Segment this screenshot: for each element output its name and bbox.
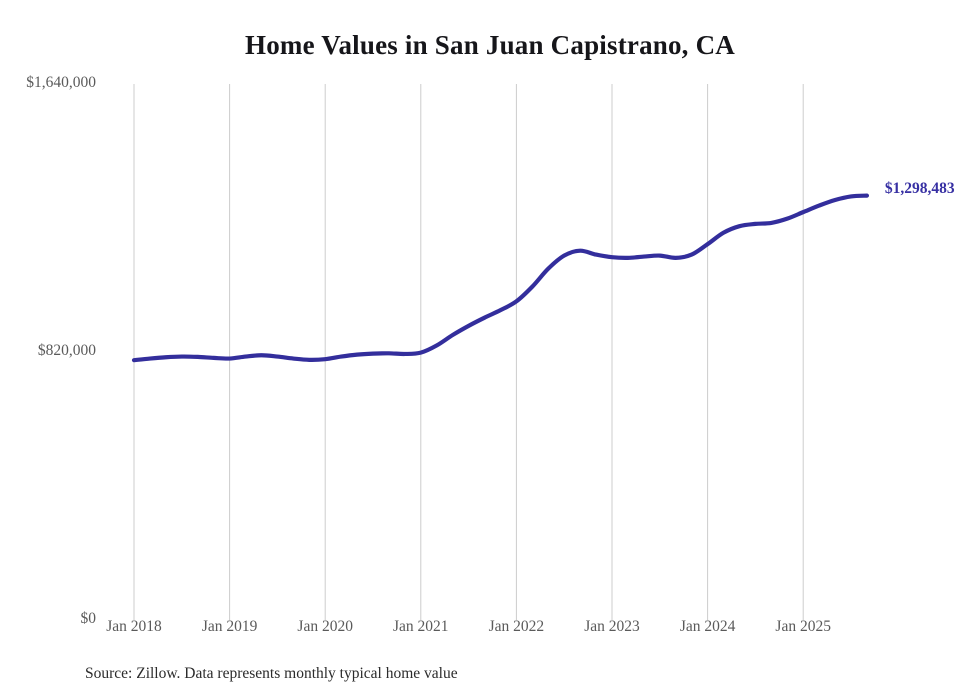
- x-axis-tick-label: Jan 2025: [775, 618, 831, 635]
- x-axis-tick-label: Jan 2018: [106, 618, 162, 635]
- x-axis-tick-label: Jan 2019: [201, 618, 258, 635]
- gridlines: [133, 84, 804, 620]
- y-axis-labels: $1,640,000 $820,000 $0: [0, 0, 96, 699]
- x-axis-tick-label: Jan 2021: [393, 618, 449, 635]
- home-value-line-series: [131, 193, 870, 363]
- chart-title: Home Values in San Juan Capistrano, CA: [245, 30, 735, 60]
- x-axis-tick-label: Jan 2022: [488, 618, 545, 635]
- y-axis-tick-label: $0: [80, 610, 97, 627]
- source-note: Source: Zillow. Data represents monthly …: [85, 665, 458, 682]
- y-axis-tick-label: $820,000: [37, 342, 96, 359]
- x-axis-tick-label: Jan 2023: [584, 618, 640, 635]
- series-end-value-label: $1,298,483: [884, 179, 955, 197]
- x-axis-tick-label: Jan 2024: [679, 618, 736, 635]
- y-axis-tick-label: $1,640,000: [26, 74, 96, 91]
- x-axis-tick-label: Jan 2020: [297, 618, 353, 635]
